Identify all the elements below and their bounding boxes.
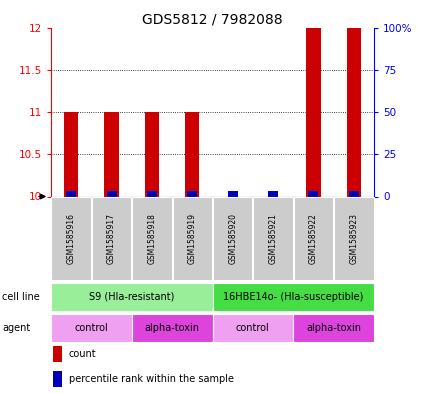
Text: GSM1585919: GSM1585919 (188, 213, 197, 264)
Text: GSM1585917: GSM1585917 (107, 213, 116, 264)
Text: GSM1585920: GSM1585920 (228, 213, 237, 264)
Text: control: control (236, 323, 270, 333)
FancyBboxPatch shape (293, 314, 374, 342)
FancyBboxPatch shape (92, 197, 131, 280)
FancyBboxPatch shape (334, 197, 374, 280)
Text: control: control (74, 323, 108, 333)
FancyBboxPatch shape (51, 283, 212, 311)
Title: GDS5812 / 7982088: GDS5812 / 7982088 (142, 12, 283, 26)
Text: alpha-toxin: alpha-toxin (144, 323, 200, 333)
Text: 16HBE14o- (Hla-susceptible): 16HBE14o- (Hla-susceptible) (223, 292, 363, 302)
Bar (147, 191, 157, 196)
FancyBboxPatch shape (253, 197, 293, 280)
Text: S9 (Hla-resistant): S9 (Hla-resistant) (89, 292, 174, 302)
Text: GSM1585921: GSM1585921 (269, 213, 278, 264)
Bar (349, 191, 359, 196)
Bar (187, 191, 197, 196)
FancyBboxPatch shape (173, 197, 212, 280)
Text: percentile rank within the sample: percentile rank within the sample (69, 374, 234, 384)
Text: agent: agent (2, 323, 30, 333)
Bar (53, 371, 62, 387)
Text: GSM1585916: GSM1585916 (67, 213, 76, 264)
Bar (64, 112, 78, 196)
Bar (347, 28, 361, 196)
Bar (228, 191, 238, 196)
Text: GSM1585918: GSM1585918 (147, 213, 156, 264)
FancyBboxPatch shape (51, 197, 91, 280)
Bar (105, 112, 119, 196)
FancyBboxPatch shape (212, 283, 374, 311)
Bar (268, 191, 278, 196)
FancyBboxPatch shape (132, 197, 172, 280)
Bar (53, 346, 62, 362)
Text: GSM1585923: GSM1585923 (349, 213, 358, 264)
FancyBboxPatch shape (212, 314, 293, 342)
Bar (66, 191, 76, 196)
FancyBboxPatch shape (294, 197, 333, 280)
FancyBboxPatch shape (132, 314, 212, 342)
Bar (185, 112, 199, 196)
Bar (309, 191, 318, 196)
FancyBboxPatch shape (213, 197, 252, 280)
Text: GSM1585922: GSM1585922 (309, 213, 318, 264)
FancyBboxPatch shape (51, 314, 132, 342)
Text: cell line: cell line (2, 292, 40, 302)
Text: alpha-toxin: alpha-toxin (306, 323, 361, 333)
Bar (306, 28, 320, 196)
Bar (145, 112, 159, 196)
Text: count: count (69, 349, 96, 359)
Bar (107, 191, 116, 196)
